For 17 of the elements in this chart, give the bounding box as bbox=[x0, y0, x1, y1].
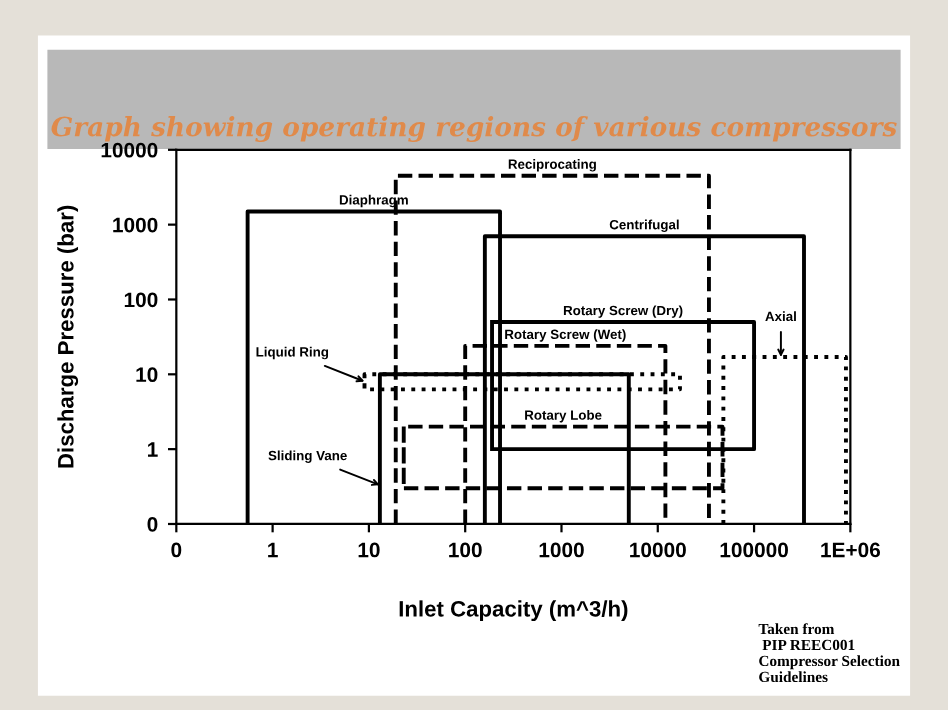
y-tick-label: 1 bbox=[148, 442, 158, 457]
x-tick-label: 1 bbox=[268, 542, 278, 558]
x-tick-label: 0 bbox=[171, 542, 182, 558]
x-tick-label: 1000 bbox=[539, 542, 584, 558]
y-tick-label: 10000 bbox=[101, 142, 158, 158]
y-tick-label: 0 bbox=[147, 516, 158, 532]
y-tick-label: 10 bbox=[136, 367, 158, 383]
x-axis-title: Inlet Capacity (m^3/h) bbox=[399, 600, 628, 622]
y-axis-title: Discharge Pressure (bar) bbox=[57, 205, 79, 468]
y-tick-label: 100 bbox=[124, 292, 158, 308]
x-tick-label: 100000 bbox=[720, 542, 788, 558]
y-tick-label: 1000 bbox=[113, 217, 158, 233]
x-tick-label: 1E+06 bbox=[821, 542, 881, 558]
chart-title: Graph showing operating regions of various compressors bbox=[51, 116, 897, 142]
x-tick-label: 10 bbox=[358, 542, 380, 558]
x-tick-label: 100 bbox=[449, 542, 482, 558]
x-tick-label: 10000 bbox=[630, 542, 686, 558]
